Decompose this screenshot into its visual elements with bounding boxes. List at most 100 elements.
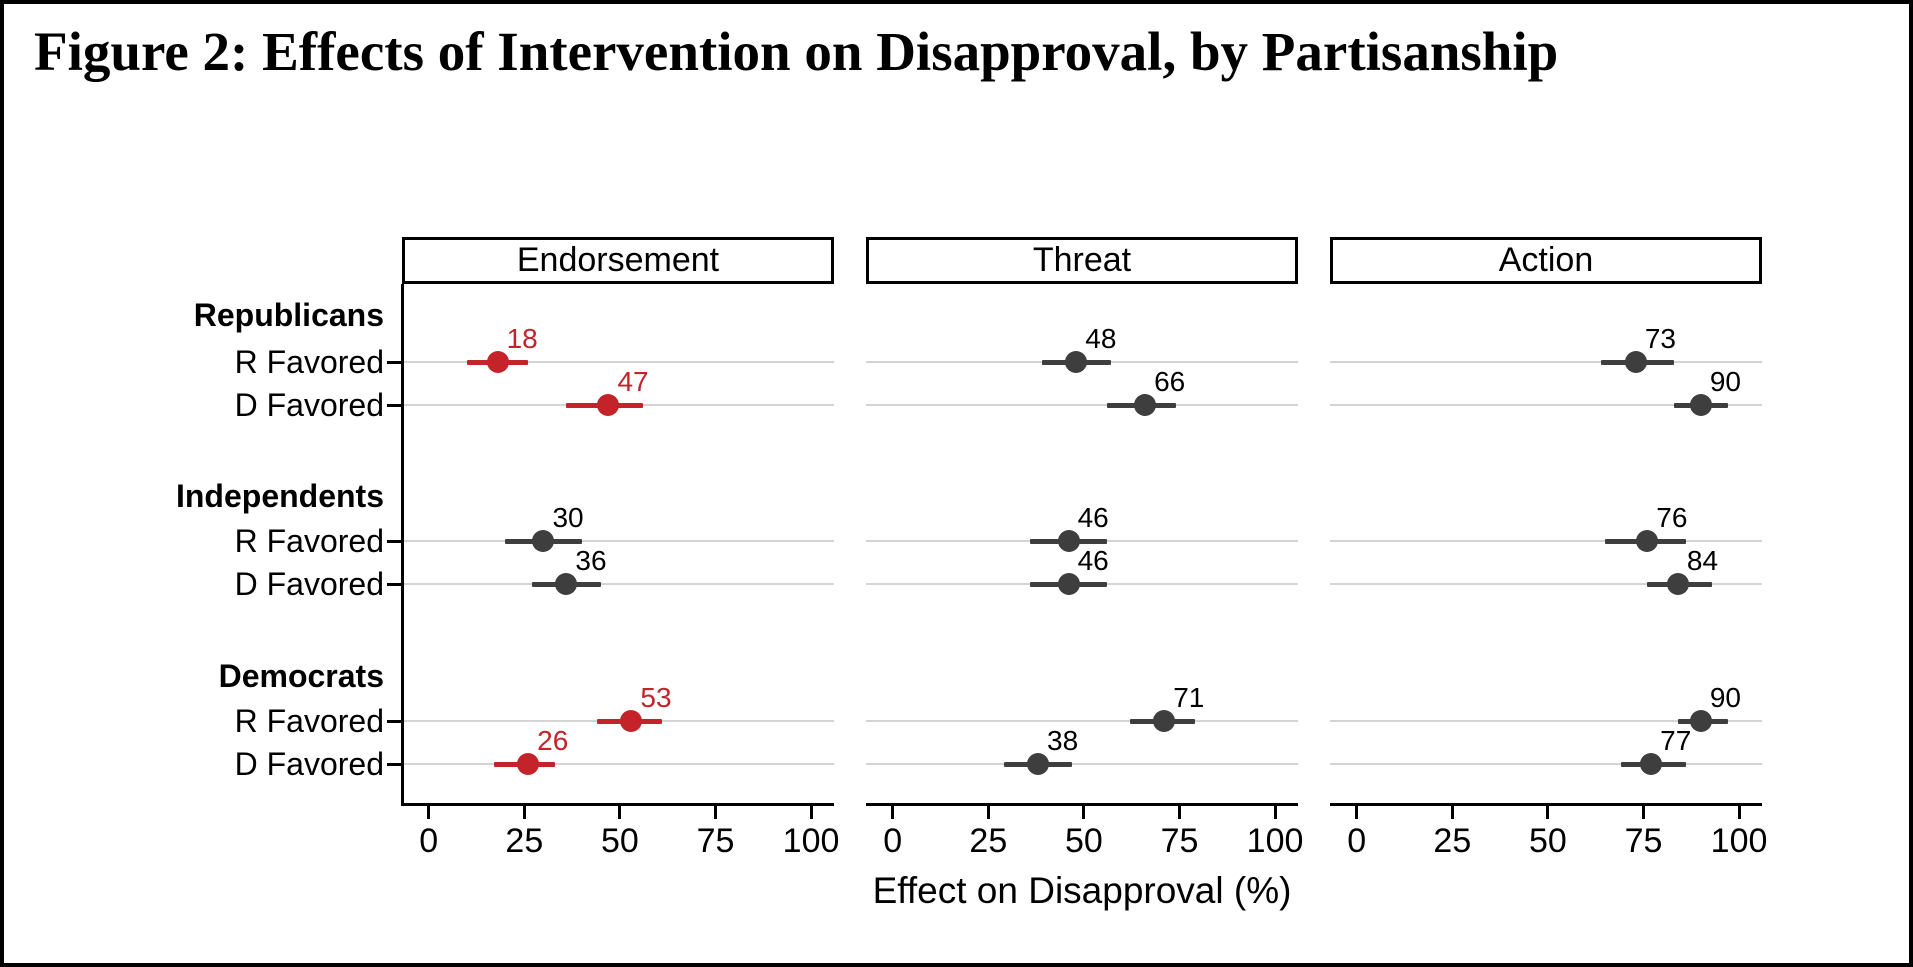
x-axis-tick xyxy=(986,806,990,819)
data-point xyxy=(486,351,509,373)
x-tick-label: 0 xyxy=(883,822,903,860)
panel-header-action: Action xyxy=(1330,237,1762,284)
data-point xyxy=(1640,753,1663,775)
row-label-democrats-0: R Favored xyxy=(234,703,384,739)
gridline xyxy=(1330,361,1762,363)
data-point xyxy=(1057,530,1080,552)
data-point xyxy=(1689,394,1712,416)
x-axis-line xyxy=(1330,803,1762,806)
y-axis-tick xyxy=(387,583,402,586)
value-label: 46 xyxy=(1077,545,1109,576)
row-label-independents-1: D Favored xyxy=(234,566,384,602)
group-label-independents: Independents xyxy=(175,478,384,514)
data-point xyxy=(1027,753,1050,775)
x-axis-tick xyxy=(1177,806,1181,819)
x-tick-label: 100 xyxy=(782,822,840,860)
row-label-republicans-1: D Favored xyxy=(234,387,384,423)
gridline xyxy=(866,720,1298,722)
x-axis-line xyxy=(402,803,834,806)
value-label: 77 xyxy=(1660,725,1692,756)
panel-header-endorsement: Endorsement xyxy=(402,237,834,284)
value-label: 66 xyxy=(1154,366,1186,397)
value-label: 18 xyxy=(506,323,538,354)
x-tick-label: 75 xyxy=(1624,822,1663,860)
value-label: 36 xyxy=(575,545,607,576)
x-axis-tick xyxy=(1355,806,1359,819)
y-axis-line xyxy=(401,284,404,806)
group-label-republicans: Republicans xyxy=(193,297,384,333)
chart-area: Republicans R Favored D Favored Independent… xyxy=(4,4,1909,963)
y-axis-tick xyxy=(387,720,402,723)
x-tick-label: 25 xyxy=(1433,822,1472,860)
data-point xyxy=(1153,710,1176,732)
y-axis-tick xyxy=(387,361,402,364)
value-label: 48 xyxy=(1085,323,1117,354)
row-label-democrats-1: D Favored xyxy=(234,746,384,782)
figure-title: Figure 2: Effects of Intervention on Dis… xyxy=(34,21,1559,82)
value-label: 73 xyxy=(1644,323,1676,354)
x-tick-label: 50 xyxy=(1528,822,1567,860)
gridline xyxy=(402,361,834,363)
x-axis-tick xyxy=(1546,806,1550,819)
x-axis-tick xyxy=(713,806,717,819)
x-tick-label: 75 xyxy=(696,822,735,860)
y-axis-tick xyxy=(387,404,402,407)
gridline xyxy=(1330,583,1762,585)
x-axis-tick xyxy=(1641,806,1645,819)
value-label: 26 xyxy=(537,725,569,756)
gridline xyxy=(1330,720,1762,722)
x-axis-title: Effect on Disapproval (%) xyxy=(872,870,1292,911)
value-label: 76 xyxy=(1656,502,1688,533)
x-tick-label: 75 xyxy=(1160,822,1199,860)
value-label: 90 xyxy=(1709,682,1741,713)
gridline xyxy=(402,583,834,585)
x-axis-tick xyxy=(1273,806,1277,819)
data-point xyxy=(1065,351,1088,373)
x-axis-tick xyxy=(618,806,622,819)
gridline xyxy=(402,540,834,542)
data-point xyxy=(1666,573,1689,595)
gridline xyxy=(866,763,1298,765)
x-axis-line xyxy=(866,803,1298,806)
x-tick-label: 0 xyxy=(1347,822,1367,860)
value-label: 47 xyxy=(617,366,649,397)
x-axis-tick xyxy=(522,806,526,819)
data-point xyxy=(1624,351,1647,373)
x-axis-tick xyxy=(891,806,895,819)
gridline xyxy=(1330,763,1762,765)
x-tick-label: 100 xyxy=(1246,822,1304,860)
x-tick-label: 100 xyxy=(1710,822,1768,860)
x-axis-tick xyxy=(427,806,431,819)
data-point xyxy=(620,710,643,732)
data-point xyxy=(1134,394,1157,416)
value-label: 53 xyxy=(640,682,672,713)
value-label: 90 xyxy=(1709,366,1741,397)
data-point xyxy=(517,753,540,775)
data-point xyxy=(1636,530,1659,552)
value-label: 46 xyxy=(1077,502,1109,533)
data-point xyxy=(1057,573,1080,595)
data-point xyxy=(1689,710,1712,732)
data-point xyxy=(597,394,620,416)
gridline xyxy=(1330,404,1762,406)
y-axis-tick xyxy=(387,763,402,766)
row-label-independents-0: R Favored xyxy=(234,523,384,559)
x-axis-tick xyxy=(809,806,813,819)
y-axis-tick xyxy=(387,540,402,543)
value-label: 84 xyxy=(1686,545,1719,576)
x-tick-label: 0 xyxy=(419,822,439,860)
x-axis-tick xyxy=(1082,806,1086,819)
value-label: 71 xyxy=(1173,682,1205,713)
x-tick-label: 50 xyxy=(600,822,639,860)
x-axis-tick xyxy=(1450,806,1454,819)
data-point xyxy=(555,573,578,595)
gridline xyxy=(402,763,834,765)
x-tick-label: 50 xyxy=(1064,822,1103,860)
value-label: 30 xyxy=(552,502,584,533)
data-point xyxy=(532,530,555,552)
x-axis-tick xyxy=(1737,806,1741,819)
value-label: 38 xyxy=(1047,725,1079,756)
x-tick-label: 25 xyxy=(969,822,1008,860)
group-label-democrats: Democrats xyxy=(218,658,384,694)
gridline xyxy=(866,404,1298,406)
